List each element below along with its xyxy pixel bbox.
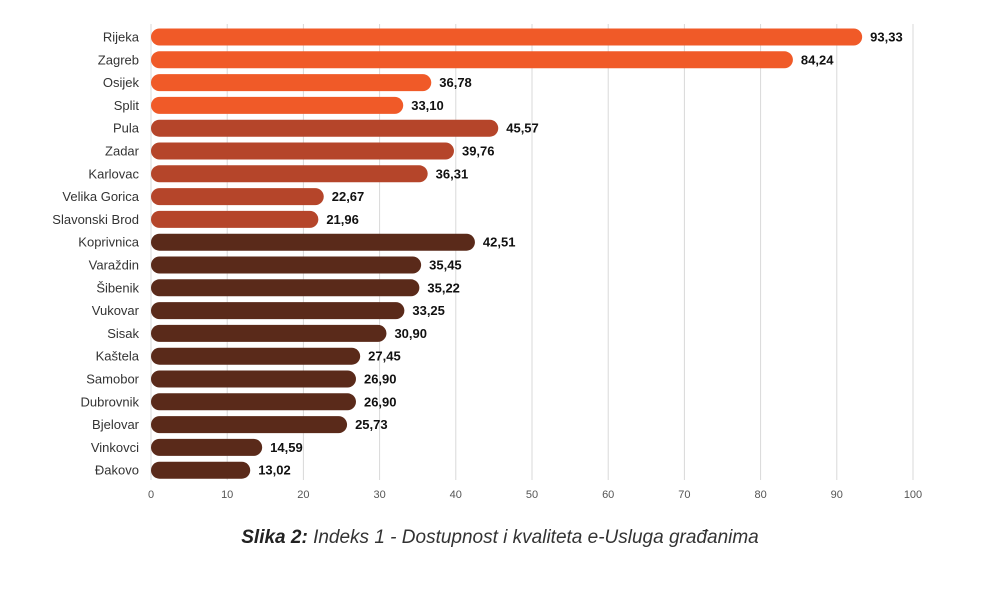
value-label: 42,51 bbox=[483, 235, 516, 250]
bar bbox=[151, 438, 263, 456]
category-label: Bjelovar bbox=[92, 417, 140, 432]
category-label: Koprivnica bbox=[78, 235, 139, 250]
bar bbox=[151, 210, 319, 228]
value-label: 39,76 bbox=[462, 144, 495, 159]
bar-chart: Rijeka Zagreb Osijek Split Pula Zadar Karlovac… bbox=[52, 24, 922, 501]
x-tick-label: 30 bbox=[373, 489, 385, 501]
figure-caption: Slika 2: Indeks 1 - Dostupnost i kvalite… bbox=[0, 527, 1000, 549]
bar bbox=[151, 51, 793, 69]
value-label: 26,90 bbox=[364, 394, 397, 409]
x-tick-label: 50 bbox=[526, 489, 538, 501]
bar bbox=[151, 188, 324, 206]
x-tick-label: 80 bbox=[754, 489, 766, 501]
value-label: 25,73 bbox=[355, 417, 388, 432]
bar bbox=[151, 74, 432, 92]
grid-lines bbox=[150, 24, 914, 480]
bar bbox=[151, 256, 422, 274]
value-label: 26,90 bbox=[364, 372, 397, 387]
bar bbox=[151, 347, 361, 365]
x-tick-label: 20 bbox=[297, 489, 309, 501]
value-label: 84,24 bbox=[801, 52, 834, 67]
value-label: 36,31 bbox=[436, 166, 469, 181]
value-label: 35,45 bbox=[429, 258, 462, 273]
bar bbox=[151, 142, 454, 160]
category-label: Đakovo bbox=[95, 463, 139, 478]
caption-text: Indeks 1 - Dostupnost i kvaliteta e-Uslu… bbox=[307, 527, 759, 548]
category-label: Osijek bbox=[103, 75, 140, 90]
bar bbox=[151, 370, 356, 388]
x-tick-label: 40 bbox=[450, 489, 462, 501]
category-label: Vukovar bbox=[92, 303, 140, 318]
category-label: Šibenik bbox=[96, 280, 139, 295]
value-label: 30,90 bbox=[394, 326, 427, 341]
bar bbox=[151, 96, 404, 114]
value-label: 22,67 bbox=[332, 189, 365, 204]
bar bbox=[151, 324, 387, 342]
bar bbox=[151, 416, 348, 434]
x-tick-label: 0 bbox=[148, 489, 154, 501]
x-tick-label: 10 bbox=[221, 489, 233, 501]
x-axis-ticks: 0 10 20 30 40 50 60 70 80 90 100 bbox=[148, 489, 922, 501]
bar bbox=[151, 233, 475, 251]
category-label: Karlovac bbox=[88, 166, 139, 181]
bar bbox=[151, 302, 405, 320]
x-tick-label: 90 bbox=[831, 489, 843, 501]
bars bbox=[151, 28, 863, 479]
category-label: Split bbox=[114, 98, 140, 113]
category-labels: Rijeka Zagreb Osijek Split Pula Zadar Karlovac… bbox=[52, 30, 139, 478]
category-label: Kaštela bbox=[96, 349, 140, 364]
category-label: Rijeka bbox=[103, 30, 140, 45]
x-tick-label: 70 bbox=[678, 489, 690, 501]
bar bbox=[151, 119, 499, 137]
value-label: 14,59 bbox=[270, 440, 303, 455]
category-label: Zadar bbox=[105, 144, 140, 159]
category-label: Dubrovnik bbox=[80, 394, 139, 409]
category-label: Zagreb bbox=[98, 52, 139, 67]
caption-label: Slika 2: bbox=[241, 527, 308, 548]
category-label: Vinkovci bbox=[91, 440, 139, 455]
category-label: Pula bbox=[113, 121, 140, 136]
bar bbox=[151, 279, 420, 297]
bar bbox=[151, 165, 428, 183]
value-label: 33,25 bbox=[412, 303, 445, 318]
value-label: 13,02 bbox=[258, 463, 291, 478]
value-label: 93,33 bbox=[870, 30, 903, 45]
value-label: 35,22 bbox=[427, 280, 460, 295]
value-label: 45,57 bbox=[506, 121, 539, 136]
value-labels: 93,33 84,24 36,78 33,10 45,57 39,76 36,31 22,67… bbox=[258, 30, 903, 478]
bar bbox=[151, 461, 251, 479]
value-label: 36,78 bbox=[439, 75, 472, 90]
value-label: 33,10 bbox=[411, 98, 444, 113]
bar bbox=[151, 28, 863, 46]
category-label: Slavonski Brod bbox=[52, 212, 139, 227]
category-label: Sisak bbox=[107, 326, 139, 341]
value-label: 27,45 bbox=[368, 349, 401, 364]
category-label: Samobor bbox=[86, 372, 139, 387]
x-tick-label: 60 bbox=[602, 489, 614, 501]
category-label: Varaždin bbox=[89, 258, 139, 273]
value-label: 21,96 bbox=[326, 212, 359, 227]
category-label: Velika Gorica bbox=[62, 189, 139, 204]
x-tick-label: 100 bbox=[904, 489, 922, 501]
bar bbox=[151, 393, 356, 411]
